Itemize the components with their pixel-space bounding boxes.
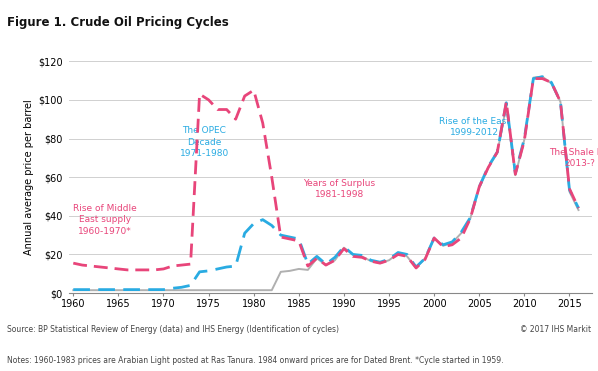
Text: Rise of the East
1999-2012: Rise of the East 1999-2012 [440,117,510,137]
Text: The OPEC
Decade
1971-1980: The OPEC Decade 1971-1980 [179,127,228,158]
Text: Rise of Middle
East supply
1960-1970*: Rise of Middle East supply 1960-1970* [73,204,137,236]
Text: © 2017 IHS Markit: © 2017 IHS Markit [520,325,591,334]
Text: Notes: 1960-1983 prices are Arabian Light posted at Ras Tanura. 1984 onward pric: Notes: 1960-1983 prices are Arabian Ligh… [7,356,504,365]
Text: Figure 1. Crude Oil Pricing Cycles: Figure 1. Crude Oil Pricing Cycles [7,16,229,29]
Text: The five crude oil price cycles since 1960: The five crude oil price cycles since 19… [7,39,237,49]
Text: Source: BP Statistical Review of Energy (data) and IHS Energy (Identification of: Source: BP Statistical Review of Energy … [7,325,339,334]
Text: Years of Surplus
1981-1998: Years of Surplus 1981-1998 [303,178,376,199]
Text: The Shale Era
2013-?: The Shale Era 2013-? [549,148,598,168]
Y-axis label: Annual average price per barrel: Annual average price per barrel [24,99,33,255]
